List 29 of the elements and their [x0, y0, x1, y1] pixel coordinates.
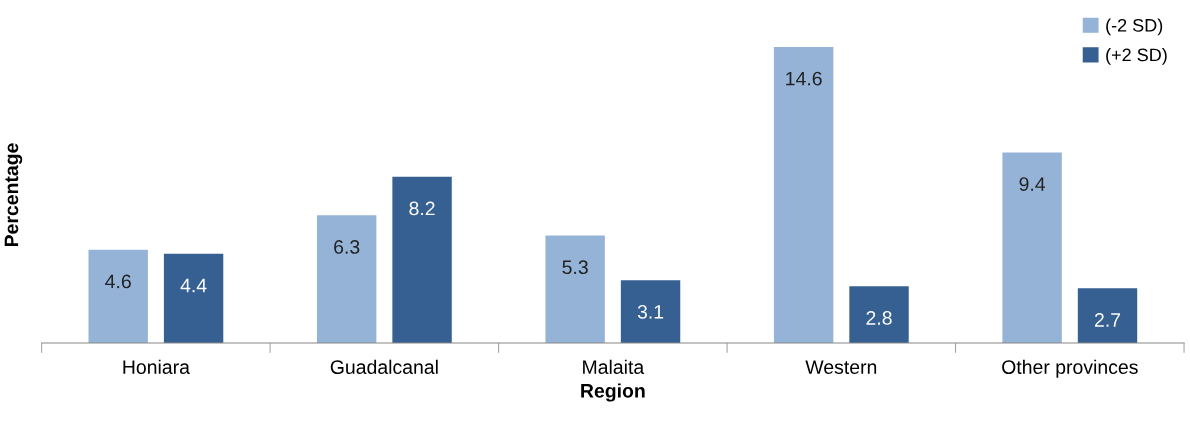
data-label: 14.6 — [786, 71, 822, 86]
bar — [1077, 288, 1138, 344]
data-label: 5.3 — [562, 260, 588, 275]
bar — [620, 280, 681, 344]
x-tick-label: Other provinces — [1002, 359, 1138, 378]
data-label: 8.2 — [409, 201, 435, 216]
bar — [163, 253, 224, 344]
bar — [773, 46, 834, 344]
x-axis-title: Region — [581, 383, 645, 402]
bar — [849, 286, 909, 344]
legend-label: (-2 SD) — [1106, 18, 1163, 36]
bar — [1002, 152, 1062, 344]
bar — [316, 215, 377, 344]
x-tick-label: Malaita — [583, 359, 645, 374]
data-label: 4.4 — [180, 278, 207, 293]
data-label: 4.6 — [105, 274, 131, 289]
x-tick-label: Honiara — [123, 359, 190, 374]
x-tick-label: Guadalcanal — [330, 359, 438, 374]
legend-label: (+2 SD) — [1106, 48, 1167, 65]
y-axis-title: Percentage — [4, 143, 23, 247]
bar — [392, 176, 452, 344]
data-label: 3.1 — [637, 304, 664, 319]
bar — [88, 249, 148, 344]
data-label: 2.7 — [1094, 313, 1121, 327]
data-label: 2.8 — [866, 311, 892, 325]
data-label: 6.3 — [334, 240, 360, 254]
data-label: 9.4 — [1019, 177, 1046, 191]
x-tick-label: Western — [805, 360, 877, 374]
bar — [545, 235, 605, 344]
